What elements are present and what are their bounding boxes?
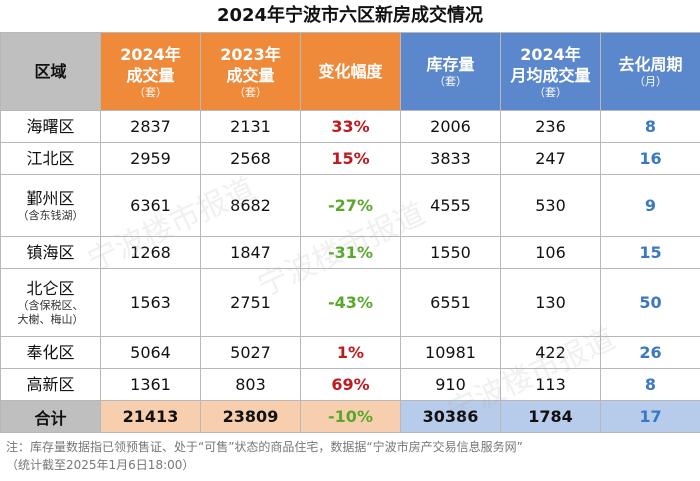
sales-2024-cell: 1268	[100, 236, 201, 269]
cycle-cell: 26	[600, 336, 700, 369]
total-sales-2023: 23809	[200, 400, 301, 433]
page-title: 2024年宁波市六区新房成交情况	[216, 5, 484, 26]
cycle-cell: 8	[600, 110, 700, 143]
header-change: 变化幅度	[300, 32, 401, 111]
change-cell: 69%	[300, 368, 401, 401]
inventory-cell: 1550	[400, 236, 501, 269]
monthly-cell: 236	[500, 110, 601, 143]
inventory-cell: 910	[400, 368, 501, 401]
cycle-cell: 50	[600, 268, 700, 337]
region-cell: 海曙区	[0, 110, 101, 143]
footnote: 注：库存量数据指已领预售证、处于“可售”状态的商品住宅，数据据“宁波市房产交易信…	[6, 438, 696, 474]
sales-2024-cell: 1361	[100, 368, 201, 401]
sales-2023-cell: 2568	[200, 142, 301, 175]
region-note: 大榭、梅山）	[17, 312, 84, 326]
sales-2024-cell: 1563	[100, 268, 201, 337]
sales-2023-cell: 803	[200, 368, 301, 401]
sales-2024-cell: 2837	[100, 110, 201, 143]
header-cycle: 去化周期 （月）	[600, 32, 700, 111]
inventory-cell: 4555	[400, 174, 501, 237]
total-cycle: 17	[600, 400, 700, 433]
total-label: 合计	[0, 400, 101, 433]
total-inventory: 30386	[400, 400, 501, 433]
inventory-cell: 6551	[400, 268, 501, 337]
region-cell: 镇海区	[0, 236, 101, 269]
table-row: 高新区 1361 803 69% 910 113 8	[0, 368, 700, 401]
header-sales-2024: 2024年 成交量 （套）	[100, 32, 201, 111]
sales-2023-cell: 8682	[200, 174, 301, 237]
monthly-cell: 113	[500, 368, 601, 401]
footnote-line: 注：库存量数据指已领预售证、处于“可售”状态的商品住宅，数据据“宁波市房产交易信…	[6, 440, 523, 454]
header-inventory: 库存量 （套）	[400, 32, 501, 111]
change-cell: -31%	[300, 236, 401, 269]
table-row: 镇海区 1268 1847 -31% 1550 106 15	[0, 236, 700, 269]
table-row: 北仑区 （含保税区、 大榭、梅山） 1563 2751 -43% 6551 13…	[0, 268, 700, 337]
total-row: 合计 21413 23809 -10% 30386 1784 17	[0, 400, 700, 433]
change-cell: 33%	[300, 110, 401, 143]
region-cell: 奉化区	[0, 336, 101, 369]
sales-2023-cell: 1847	[200, 236, 301, 269]
inventory-cell: 3833	[400, 142, 501, 175]
header-sales-2023: 2023年 成交量 （套）	[200, 32, 301, 111]
total-sales-2024: 21413	[100, 400, 201, 433]
monthly-cell: 422	[500, 336, 601, 369]
region-note: （含东钱湖）	[17, 208, 84, 222]
cycle-cell: 9	[600, 174, 700, 237]
sales-2024-cell: 2959	[100, 142, 201, 175]
sales-2023-cell: 5027	[200, 336, 301, 369]
inventory-cell: 2006	[400, 110, 501, 143]
total-monthly: 1784	[500, 400, 601, 433]
sales-2024-cell: 5064	[100, 336, 201, 369]
region-cell: 江北区	[0, 142, 101, 175]
monthly-cell: 530	[500, 174, 601, 237]
sales-2023-cell: 2751	[200, 268, 301, 337]
monthly-cell: 106	[500, 236, 601, 269]
inventory-cell: 10981	[400, 336, 501, 369]
change-cell: 15%	[300, 142, 401, 175]
header-row: 区域 2024年 成交量 （套） 2023年 成交量 （套） 变化幅度 库存量 …	[0, 32, 700, 111]
table-row: 海曙区 2837 2131 33% 2006 236 8	[0, 110, 700, 143]
sales-table: 区域 2024年 成交量 （套） 2023年 成交量 （套） 变化幅度 库存量 …	[0, 32, 700, 433]
monthly-cell: 247	[500, 142, 601, 175]
region-cell: 鄞州区 （含东钱湖）	[0, 174, 101, 237]
region-cell: 北仑区 （含保税区、 大榭、梅山）	[0, 268, 101, 337]
table-row: 江北区 2959 2568 15% 3833 247 16	[0, 142, 700, 175]
change-cell: -43%	[300, 268, 401, 337]
total-change: -10%	[300, 400, 401, 433]
monthly-cell: 130	[500, 268, 601, 337]
header-monthly: 2024年 月均成交量 （套）	[500, 32, 601, 111]
cycle-cell: 16	[600, 142, 700, 175]
sales-2024-cell: 6361	[100, 174, 201, 237]
region-note: （含保税区、	[17, 298, 84, 312]
footnote-line: （统计截至2025年1月6日18:00）	[6, 458, 195, 472]
header-region: 区域	[0, 32, 101, 111]
change-cell: 1%	[300, 336, 401, 369]
region-cell: 高新区	[0, 368, 101, 401]
sales-2023-cell: 2131	[200, 110, 301, 143]
table-row: 鄞州区 （含东钱湖） 6361 8682 -27% 4555 530 9	[0, 174, 700, 237]
cycle-cell: 8	[600, 368, 700, 401]
change-cell: -27%	[300, 174, 401, 237]
table-row: 奉化区 5064 5027 1% 10981 422 26	[0, 336, 700, 369]
cycle-cell: 15	[600, 236, 700, 269]
